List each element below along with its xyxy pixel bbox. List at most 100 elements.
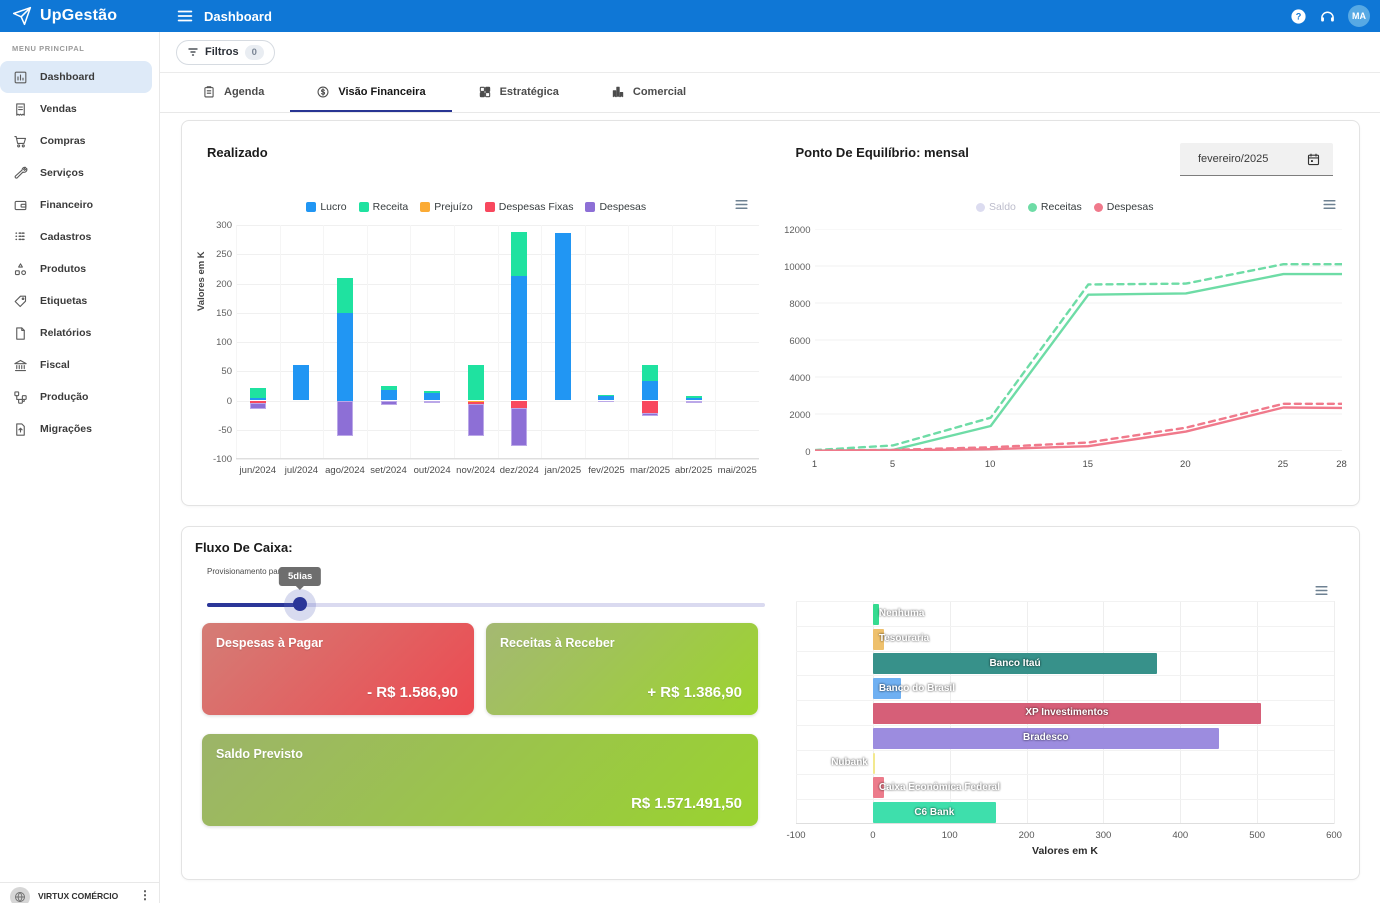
- bar-segment-despesas-fixas: [511, 401, 527, 409]
- sidebar-item-financeiro[interactable]: Financeiro: [0, 189, 152, 221]
- sidebar-item-relatorios[interactable]: Relatórios: [0, 317, 152, 349]
- legend-swatch: [306, 202, 316, 212]
- legend-swatch: [420, 202, 430, 212]
- bar-segment-despesas: [686, 401, 702, 403]
- tab-agenda[interactable]: Agenda: [176, 73, 290, 112]
- sidebar-item-migracoes[interactable]: Migrações: [0, 413, 152, 445]
- x-tick-label: nov/2024: [456, 465, 495, 476]
- company-menu-icon[interactable]: ⋮: [139, 888, 151, 902]
- slider-label: Provisionamento para: [207, 567, 285, 576]
- sidebar-item-producao[interactable]: Produção: [0, 381, 152, 413]
- sidebar-item-label: Migrações: [40, 423, 92, 435]
- bar-label: XP Investimentos: [873, 707, 1261, 718]
- chart-menu-icon[interactable]: [1322, 197, 1337, 212]
- bar-segment-receita: [250, 388, 266, 397]
- x-tick-label: mai/2025: [718, 465, 757, 476]
- company-avatar: [10, 887, 30, 903]
- grid-icon: [13, 230, 28, 245]
- sidebar-item-vendas[interactable]: Vendas: [0, 93, 152, 125]
- x-tick-label: mar/2025: [630, 465, 670, 476]
- x-tick-label: jan/2025: [545, 465, 581, 476]
- bar-segment-receita: [686, 396, 702, 398]
- legend-despesas[interactable]: Despesas: [585, 201, 646, 213]
- legend-label: Prejuízo: [434, 201, 473, 213]
- x-tick-label: 500: [1249, 830, 1265, 841]
- sidebar-item-dashboard[interactable]: Dashboard: [0, 61, 152, 93]
- chart-menu-icon[interactable]: [1314, 583, 1329, 598]
- bar-nubank: [873, 753, 875, 774]
- legend-receitas[interactable]: Receitas: [1028, 201, 1082, 213]
- sidebar-item-etiquetas[interactable]: Etiquetas: [0, 285, 152, 317]
- realizado-bar-chart: [236, 225, 759, 459]
- sidebar-item-cadastros[interactable]: Cadastros: [0, 221, 152, 253]
- bar-row-nenhuma: Nenhuma: [796, 601, 1334, 626]
- gridline: [280, 225, 281, 459]
- tab-comercial[interactable]: Comercial: [585, 73, 712, 112]
- bar-segment-despesas: [468, 404, 484, 436]
- legend-lucro[interactable]: Lucro: [306, 201, 346, 213]
- sidebar-item-label: Etiquetas: [40, 295, 87, 307]
- coin-icon: [316, 85, 330, 99]
- y-tick-label: 6000: [789, 336, 810, 347]
- sidebar-item-label: Serviços: [40, 167, 84, 179]
- support-headset-icon[interactable]: [1319, 8, 1336, 25]
- equilibrio-legend: Saldo Receitas Despesas: [771, 201, 1360, 213]
- help-icon[interactable]: ?: [1290, 8, 1307, 25]
- flow-icon: [13, 390, 28, 405]
- sidebar-item-compras[interactable]: Compras: [0, 125, 152, 157]
- chart-menu-icon[interactable]: [734, 197, 749, 212]
- send-icon: [12, 6, 32, 26]
- provisioning-slider[interactable]: 5dias: [207, 599, 765, 609]
- tab-estrategica[interactable]: Estratégica: [452, 73, 585, 112]
- sidebar-item-fiscal[interactable]: Fiscal: [0, 349, 152, 381]
- month-picker[interactable]: fevereiro/2025: [1180, 143, 1333, 176]
- filters-button[interactable]: Filtros 0: [176, 40, 275, 65]
- x-tick-label: ago/2024: [325, 465, 365, 476]
- bar-segment-lucro: [381, 390, 397, 401]
- gridline: [715, 225, 716, 459]
- x-tick-label: 15: [1082, 459, 1093, 470]
- tab-visao-financeira[interactable]: Visão Financeira: [290, 73, 451, 112]
- bar-segment-receita: [381, 386, 397, 390]
- legend-prejuizo[interactable]: Prejuízo: [420, 201, 473, 213]
- gridline: [498, 225, 499, 459]
- sidebar-item-servicos[interactable]: Serviços: [0, 157, 152, 189]
- app-logo[interactable]: UpGestão: [0, 6, 160, 26]
- legend-despesas[interactable]: Despesas: [1094, 201, 1154, 213]
- legend-saldo[interactable]: Saldo: [976, 201, 1016, 213]
- equilibrio-line-chart: [815, 229, 1342, 451]
- top-charts-card: Realizado LucroReceitaPrejuízoDespesas F…: [181, 120, 1360, 506]
- card-receitas-a-receber: Receitas à Receber+ R$ 1.386,90: [486, 623, 758, 715]
- sidebar-item-produtos[interactable]: Produtos: [0, 253, 152, 285]
- legend-label: Receitas: [1041, 201, 1082, 213]
- sidebar-item-label: Vendas: [40, 103, 77, 115]
- company-switcher[interactable]: VIRTUX COMÉRCIO ⋮: [0, 883, 159, 903]
- y-tick-label: 10000: [784, 262, 810, 273]
- fluxo-caixa-card: Fluxo De Caixa: Provisionamento para 5di…: [181, 526, 1360, 880]
- gridline: [367, 225, 368, 459]
- legend-label: Despesas: [1107, 201, 1154, 213]
- cart-icon: [13, 134, 28, 149]
- realizado-legend: Lucro Receita Prejuízo Despesas Fixas Despes…: [182, 201, 771, 213]
- app-name: UpGestão: [40, 7, 117, 25]
- bar-label: C6 Bank: [873, 807, 996, 818]
- card-despesas-a-pagar: Despesas à Pagar- R$ 1.586,90: [202, 623, 474, 715]
- gridline: [585, 225, 586, 459]
- sidebar-nav: Dashboard Vendas Compras Serviços Financeiro…: [0, 61, 159, 882]
- bar-segment-despesas: [250, 403, 266, 409]
- filters-label: Filtros: [205, 46, 239, 58]
- gridline: [541, 225, 542, 459]
- legend-receita[interactable]: Receita: [359, 201, 409, 213]
- y-tick-label: 0: [805, 447, 810, 458]
- y-tick-label: 50: [221, 366, 232, 377]
- x-tick-label: jul/2024: [285, 465, 318, 476]
- card-title: Saldo Previsto: [216, 747, 303, 761]
- file-upload-icon: [13, 422, 28, 437]
- bar-segment-despesas: [511, 408, 527, 445]
- user-avatar[interactable]: MA: [1348, 5, 1370, 27]
- line-series-receitas-projetado: [815, 264, 1342, 450]
- card-value: + R$ 1.386,90: [647, 684, 742, 701]
- hamburger-menu-icon[interactable]: [176, 7, 194, 25]
- legend-despesas-fixas[interactable]: Despesas Fixas: [485, 201, 574, 213]
- bar-segment-receita: [511, 232, 527, 276]
